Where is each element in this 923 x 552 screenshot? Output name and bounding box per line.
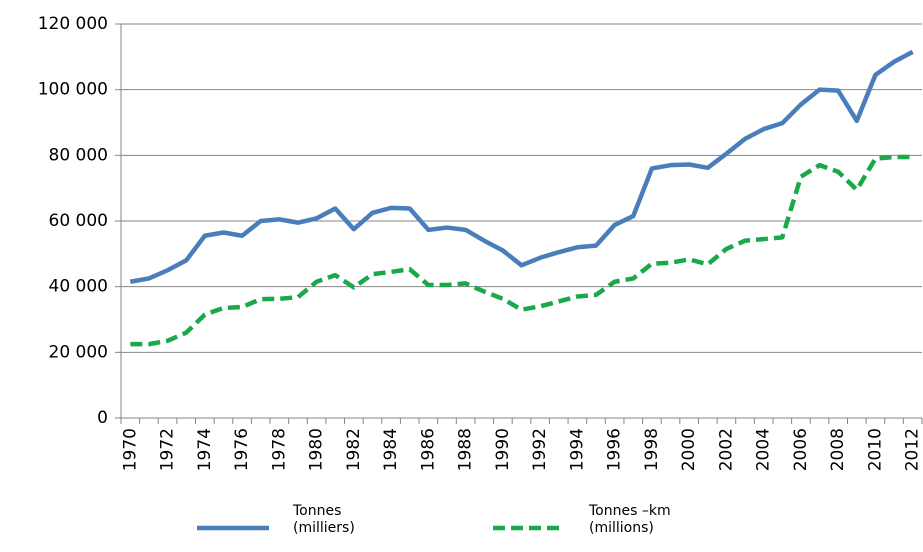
- y-tick-label: 120 000: [38, 14, 108, 34]
- y-tick-label: 100 000: [38, 80, 108, 100]
- x-tick-label: 2012: [903, 428, 923, 471]
- x-tick-label: 1980: [307, 428, 327, 471]
- x-tick-label: 1978: [269, 428, 289, 471]
- x-tick-label: 1992: [530, 428, 550, 471]
- y-tick-label: 80 000: [49, 145, 108, 165]
- x-tick-label: 1984: [381, 428, 401, 471]
- legend-label: Tonnes –km (millions): [589, 503, 671, 536]
- x-tick-label: 1996: [605, 428, 625, 471]
- x-tick-label: 2006: [791, 428, 811, 471]
- x-tick-label: 1972: [158, 428, 178, 471]
- data-line: [130, 154, 913, 347]
- x-tick-label: 1998: [642, 428, 662, 471]
- x-tick-label: 1990: [493, 428, 513, 471]
- x-tick-label: 1982: [344, 428, 364, 471]
- y-tick-label: 40 000: [49, 277, 108, 297]
- x-tick-label: 2000: [679, 428, 699, 471]
- y-tick-label: 20 000: [49, 342, 108, 362]
- x-tick-label: 1974: [195, 428, 215, 471]
- x-tick-label: 1994: [567, 428, 587, 471]
- x-tick-label: 1976: [232, 428, 252, 471]
- x-tick-label: 2010: [865, 428, 885, 471]
- x-tick-label: 1986: [418, 428, 438, 471]
- x-tick-label: 2004: [754, 428, 774, 471]
- x-tick-label: 2008: [828, 428, 848, 471]
- y-tick-label: 0: [97, 408, 108, 428]
- x-tick-label: 2002: [716, 428, 736, 471]
- y-tick-label: 60 000: [49, 211, 108, 231]
- x-tick-label: 1988: [456, 428, 476, 471]
- data-line: [129, 49, 914, 284]
- x-tick-label: 1970: [120, 428, 140, 471]
- legend-label: Tonnes (milliers): [293, 503, 355, 536]
